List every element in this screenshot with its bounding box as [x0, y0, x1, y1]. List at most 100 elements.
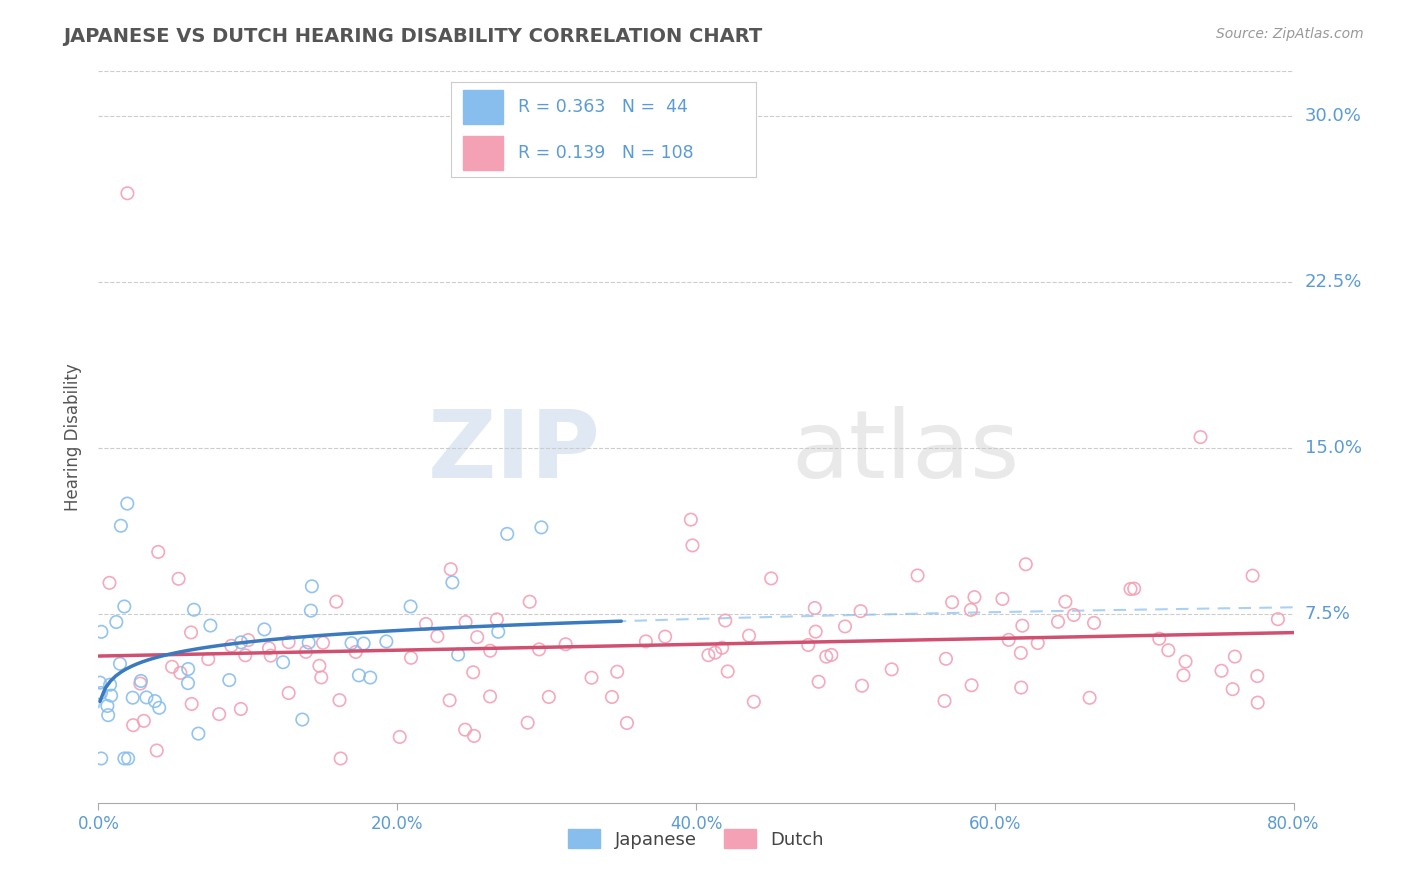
Point [229, 635, 252, 649]
Point [797, 638, 820, 652]
Point [479, 690, 502, 704]
Point [704, 646, 727, 660]
Point [117, 186, 139, 201]
Point [439, 693, 461, 707]
Point [100, 689, 122, 703]
Point [148, 700, 170, 714]
Point [177, 676, 200, 690]
Point [112, 599, 135, 614]
Point [463, 665, 485, 680]
Point [714, 614, 737, 628]
Point [229, 702, 252, 716]
Point [167, 572, 190, 586]
Point [1246, 669, 1268, 683]
Point [132, 714, 155, 728]
Point [997, 632, 1019, 647]
Point [1189, 430, 1212, 444]
Point [1123, 582, 1146, 596]
Point [260, 648, 283, 663]
Point [1267, 612, 1289, 626]
Point [426, 629, 449, 643]
Point [328, 693, 350, 707]
Point [742, 695, 765, 709]
Point [340, 636, 363, 650]
Point [1174, 655, 1197, 669]
Point [271, 655, 294, 669]
Point [803, 601, 825, 615]
Point [110, 518, 132, 533]
Point [98, 678, 121, 692]
Text: atlas: atlas [792, 406, 1019, 498]
Point [90, 751, 112, 765]
Point [117, 751, 139, 765]
Point [851, 679, 873, 693]
Point [177, 662, 200, 676]
Point [537, 690, 560, 704]
Point [353, 636, 375, 650]
Point [180, 697, 202, 711]
Point [463, 729, 485, 743]
Point [1147, 632, 1170, 646]
Point [238, 633, 260, 648]
Point [1119, 582, 1142, 596]
Point [90, 686, 112, 700]
Text: 30.0%: 30.0% [1305, 107, 1361, 125]
Point [89, 675, 111, 690]
Point [654, 630, 676, 644]
Point [738, 629, 761, 643]
Point [1211, 664, 1233, 678]
Point [759, 571, 782, 585]
Point [440, 562, 463, 576]
Point [121, 690, 143, 705]
Point [820, 648, 842, 662]
Point [581, 671, 603, 685]
Point [148, 545, 170, 559]
Point [298, 635, 321, 649]
Point [679, 513, 702, 527]
Point [359, 671, 381, 685]
Point [934, 694, 956, 708]
Point [682, 538, 704, 552]
Point [1046, 615, 1069, 629]
Point [486, 624, 509, 639]
Point [143, 694, 166, 708]
Y-axis label: Hearing Disability: Hearing Disability [65, 363, 83, 511]
Point [160, 660, 183, 674]
Point [880, 662, 903, 676]
Point [485, 612, 508, 626]
Point [960, 678, 983, 692]
Point [233, 648, 256, 663]
Point [807, 674, 830, 689]
Point [308, 658, 330, 673]
Point [717, 665, 740, 679]
Point [963, 590, 986, 604]
Text: ZIP: ZIP [427, 406, 600, 498]
Point [1173, 668, 1195, 682]
Point [145, 743, 167, 757]
Point [399, 650, 422, 665]
Point [180, 625, 202, 640]
Point [312, 636, 335, 650]
Point [105, 615, 128, 629]
Point [1222, 682, 1244, 697]
Point [815, 649, 838, 664]
Point [1078, 690, 1101, 705]
Point [697, 648, 720, 662]
Point [1010, 646, 1032, 660]
Point [388, 730, 411, 744]
Point [447, 648, 470, 662]
Point [200, 618, 222, 632]
Point [208, 707, 231, 722]
Point [1063, 607, 1085, 622]
Point [907, 568, 929, 582]
Point [606, 665, 628, 679]
Text: JAPANESE VS DUTCH HEARING DISABILITY CORRELATION CHART: JAPANESE VS DUTCH HEARING DISABILITY COR… [63, 27, 762, 45]
Point [277, 635, 299, 649]
Point [98, 575, 121, 590]
Point [441, 575, 464, 590]
Point [834, 619, 856, 633]
Point [197, 652, 219, 666]
Point [454, 723, 477, 737]
Point [218, 673, 240, 687]
Point [112, 751, 135, 765]
